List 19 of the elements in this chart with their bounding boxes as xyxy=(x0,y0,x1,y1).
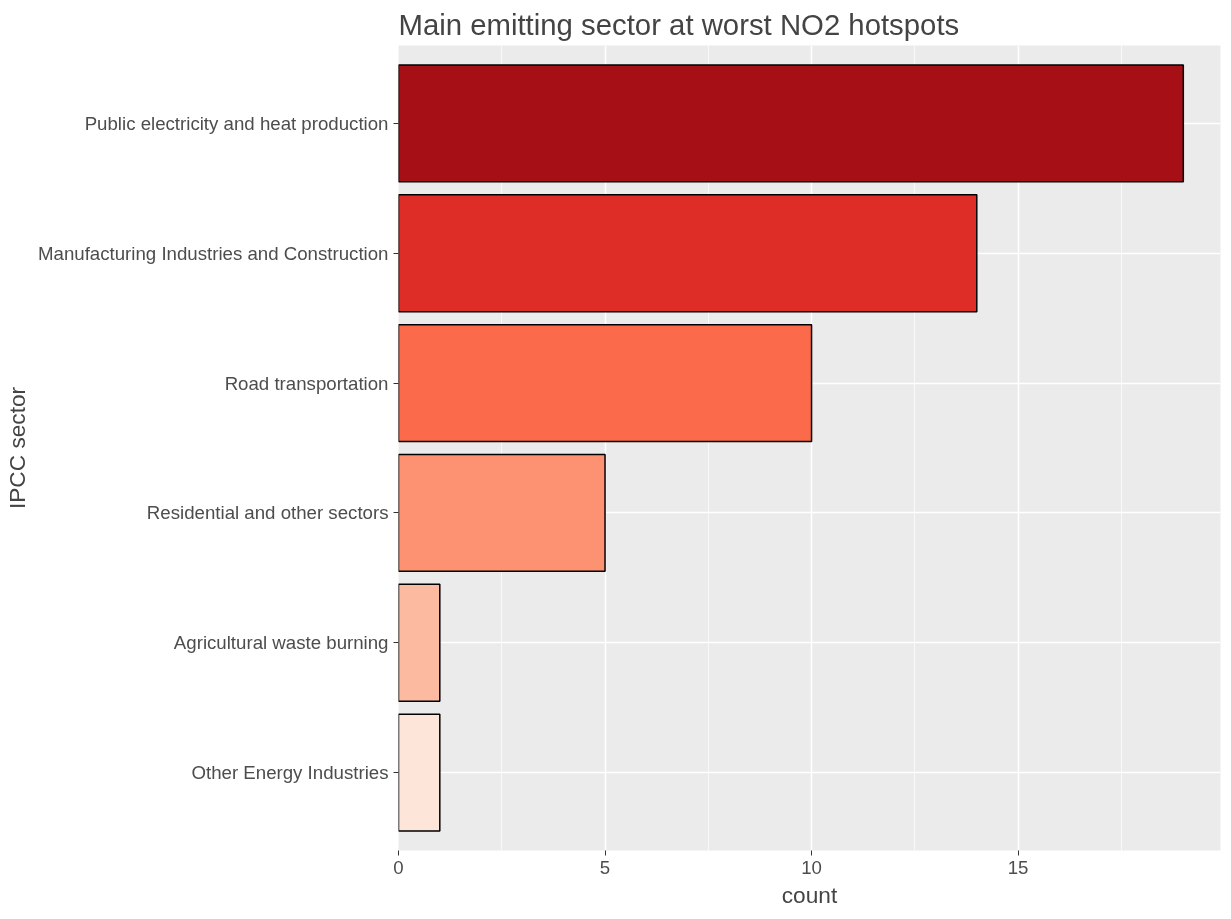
x-tick-label: 10 xyxy=(801,856,822,878)
x-tick-label: 15 xyxy=(1007,856,1029,878)
y-tick-label: Other Energy Industries xyxy=(191,762,389,784)
x-tick-label: 5 xyxy=(599,856,611,878)
bar xyxy=(398,713,441,832)
y-tick-label: Residential and other sectors xyxy=(146,502,389,524)
y-tick-label: Manufacturing Industries and Construction xyxy=(37,242,389,264)
y-tick-label: Road transportation xyxy=(224,372,389,394)
bar xyxy=(398,453,606,573)
y-tick-label: Public electricity and heat production xyxy=(84,112,389,134)
bar xyxy=(398,323,813,443)
bar xyxy=(398,194,978,313)
bar xyxy=(398,64,1185,183)
y-tick-label: Agricultural waste burning xyxy=(173,632,389,654)
x-axis-title: count xyxy=(781,881,838,908)
y-axis-title: IPCC sector xyxy=(3,386,30,510)
x-tick-label: 0 xyxy=(393,856,404,878)
bar xyxy=(398,583,441,702)
chart-title: Main emitting sector at worst NO2 hotspots xyxy=(398,7,960,41)
